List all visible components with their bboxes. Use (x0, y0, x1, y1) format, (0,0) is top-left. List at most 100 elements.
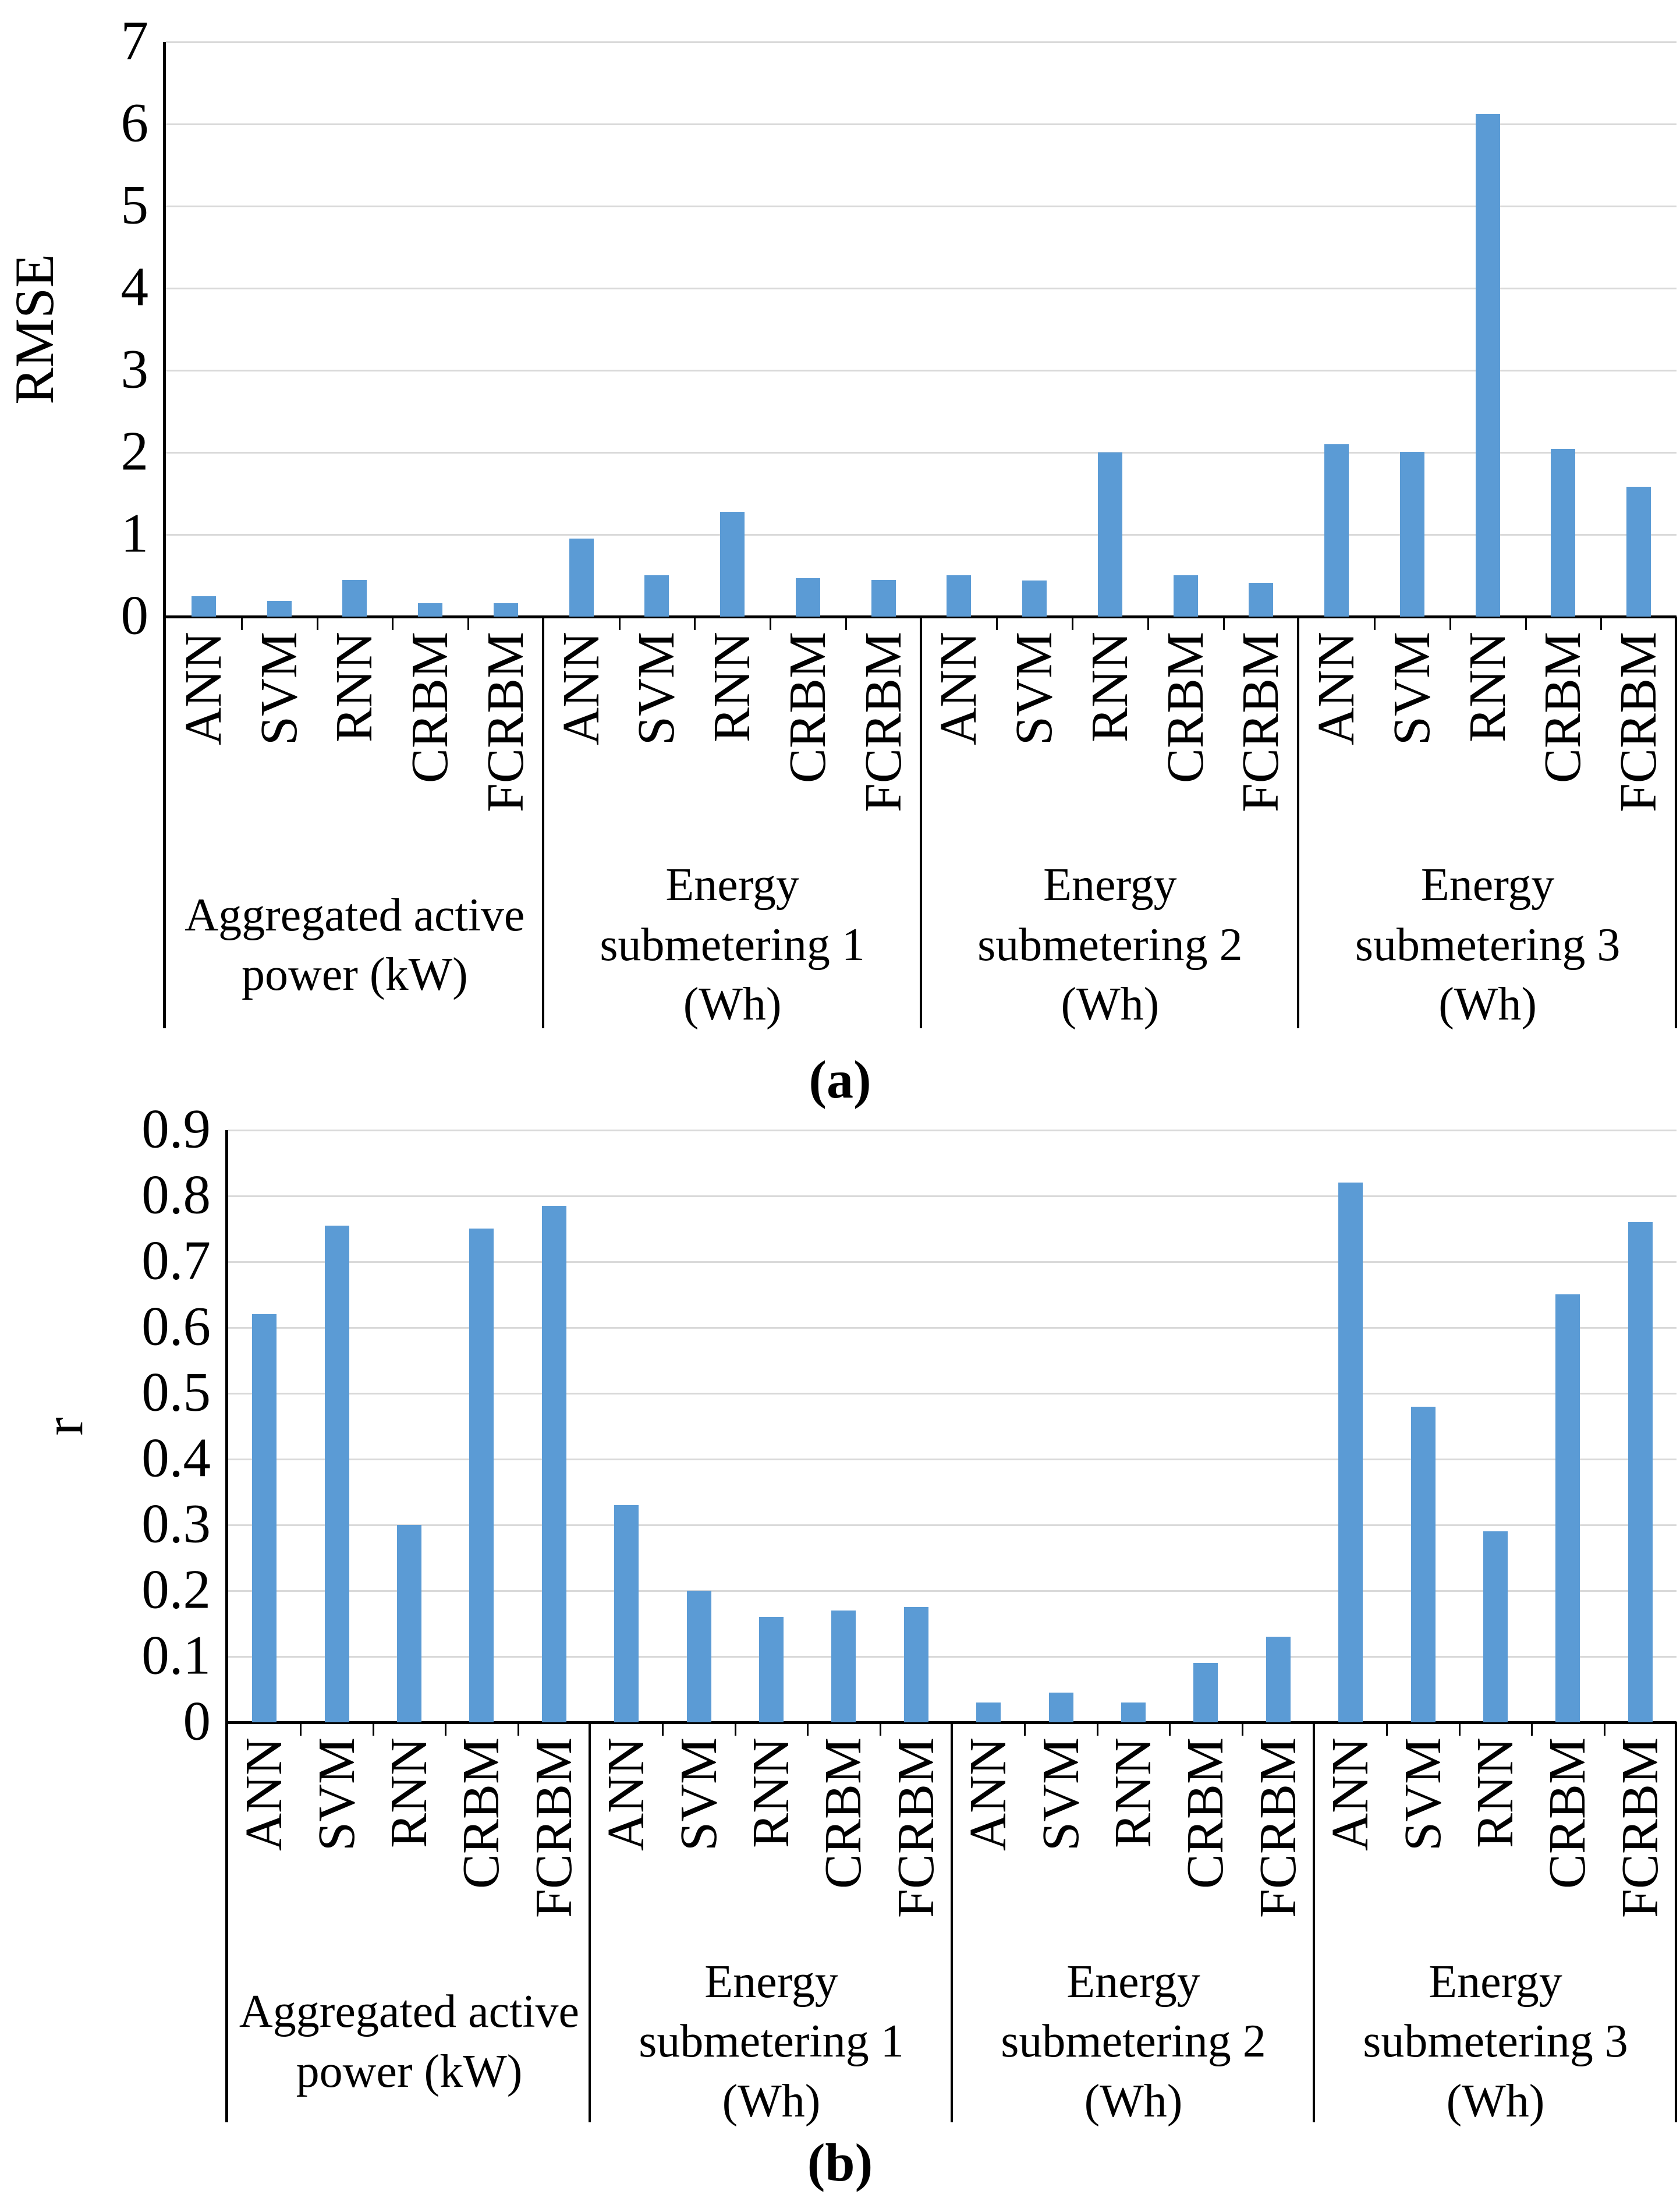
category-tick (240, 618, 243, 630)
y-axis-line (163, 42, 166, 1028)
bar (542, 1206, 566, 1722)
y-gridline (228, 1656, 1677, 1658)
x-tick-label: FCRBM (1611, 1737, 1669, 1919)
caption-a: (a) (809, 1050, 871, 1109)
y-gridline (166, 452, 1677, 454)
group-label: Energy submetering 2 (Wh) (1001, 1956, 1266, 2127)
y-tick-label: 0.3 (141, 1492, 211, 1555)
y-tick-label: 0 (183, 1690, 211, 1752)
group-divider (1297, 617, 1300, 1028)
x-tick-label: FCRBM (1249, 1737, 1307, 1919)
group-label: Aggregated active power (kW) (239, 1986, 580, 2097)
y-tick-label: 3 (120, 338, 149, 400)
category-tick (1531, 1724, 1533, 1736)
x-tick-label: RNN (1104, 1737, 1162, 1849)
x-tick-label: CRBM (452, 1737, 510, 1889)
y-tick-label: 0.9 (141, 1098, 211, 1160)
bar (252, 1314, 277, 1722)
bar (342, 580, 367, 617)
group-label: Energy submetering 3 (Wh) (1355, 859, 1621, 1031)
y-axis-title: r (33, 1417, 94, 1436)
bar (614, 1505, 639, 1722)
y-axis-line (225, 1130, 228, 2122)
y-tick-label: 5 (120, 174, 149, 236)
bar (1022, 581, 1047, 617)
category-tick (1169, 1724, 1171, 1736)
bar (687, 1591, 711, 1722)
group-divider (589, 1722, 591, 2122)
x-tick-label: CRBM (1539, 1737, 1596, 1889)
category-tick (1449, 618, 1451, 630)
y-tick-label: 1 (120, 502, 149, 564)
bar (1476, 114, 1500, 617)
bar (947, 575, 971, 617)
y-tick-label: 2 (120, 420, 149, 482)
y-tick-label: 6 (120, 91, 149, 154)
category-tick (1241, 1724, 1243, 1736)
bar (1193, 1663, 1218, 1722)
bar (720, 512, 745, 617)
y-gridline (166, 41, 1677, 43)
x-tick-label: RNN (1466, 1737, 1524, 1849)
bar (1049, 1693, 1073, 1722)
category-tick (517, 1724, 519, 1736)
group-divider (1675, 1722, 1677, 2122)
y-tick-label: 0 (120, 584, 149, 646)
y-tick-label: 0.4 (141, 1427, 211, 1489)
y-gridline (166, 534, 1677, 536)
x-tick-label: SVM (308, 1737, 366, 1852)
bar (325, 1226, 349, 1722)
y-gridline (228, 1590, 1677, 1592)
bar (976, 1703, 1001, 1722)
category-tick (1096, 1724, 1098, 1736)
y-tick-label: 0.7 (141, 1229, 211, 1291)
category-tick (467, 618, 469, 630)
bar (1483, 1531, 1508, 1722)
x-tick-label: ANN (959, 1737, 1017, 1851)
category-tick (996, 618, 998, 630)
y-tick-label: 0.5 (141, 1361, 211, 1423)
bar (1411, 1407, 1436, 1722)
bar (418, 603, 442, 617)
category-tick (1386, 1724, 1388, 1736)
category-tick (372, 1724, 374, 1736)
category-tick (392, 618, 394, 630)
group-label: Energy submetering 1 (Wh) (600, 859, 865, 1031)
y-gridline (228, 1130, 1677, 1131)
x-tick-label: SVM (670, 1737, 728, 1852)
group-label: Energy submetering 3 (Wh) (1363, 1956, 1628, 2127)
y-gridline (228, 1393, 1677, 1394)
y-gridline (166, 370, 1677, 371)
bar (494, 603, 518, 617)
bar (192, 596, 216, 617)
y-tick-label: 0.6 (141, 1295, 211, 1357)
caption-b: (b) (807, 2133, 873, 2192)
y-gridline (166, 206, 1677, 207)
bar (1551, 449, 1575, 617)
bar (1174, 575, 1198, 617)
x-tick-label: SVM (1032, 1737, 1090, 1852)
category-tick (1603, 1724, 1605, 1736)
category-tick (1222, 618, 1225, 630)
category-tick (694, 618, 696, 630)
bar (1121, 1703, 1146, 1722)
bar (1098, 452, 1122, 617)
category-tick (1024, 1724, 1026, 1736)
y-gridline (228, 1524, 1677, 1526)
bar (759, 1617, 784, 1722)
bar (1628, 1222, 1653, 1722)
bar (904, 1607, 928, 1722)
category-tick (316, 618, 318, 630)
category-tick (1525, 618, 1527, 630)
group-divider (919, 617, 922, 1028)
bar (1266, 1637, 1291, 1722)
bar (1555, 1294, 1580, 1722)
bar (831, 1611, 856, 1722)
group-divider (1675, 617, 1677, 1028)
group-label: Energy submetering 2 (Wh) (977, 859, 1243, 1031)
y-gridline (228, 1327, 1677, 1329)
category-tick (845, 618, 847, 630)
category-tick (618, 618, 621, 630)
y-gridline (228, 1261, 1677, 1263)
